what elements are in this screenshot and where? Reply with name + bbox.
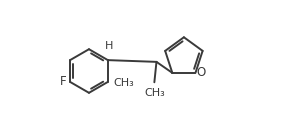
Text: H: H <box>105 41 113 51</box>
Text: F: F <box>60 75 67 88</box>
Text: CH₃: CH₃ <box>113 78 134 88</box>
Text: O: O <box>196 66 206 79</box>
Text: CH₃: CH₃ <box>144 88 165 98</box>
